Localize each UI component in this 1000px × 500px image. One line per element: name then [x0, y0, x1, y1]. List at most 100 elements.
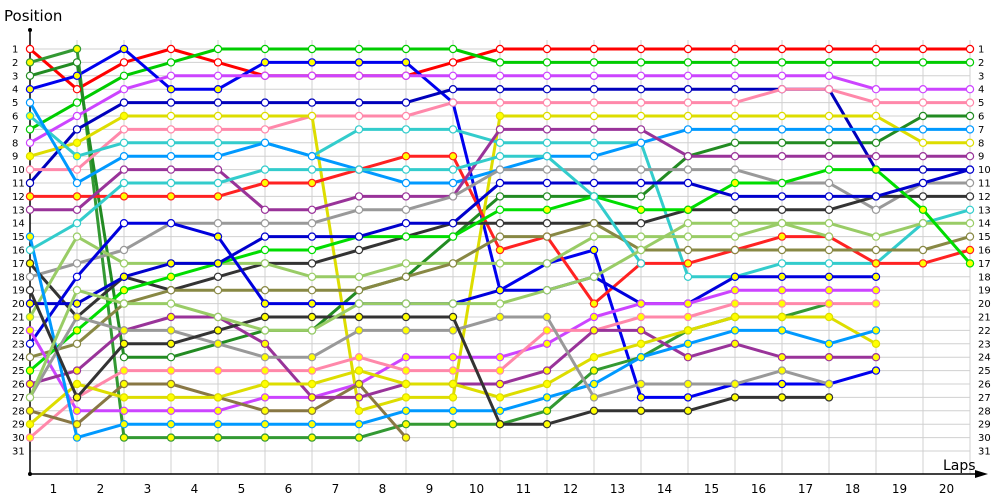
- data-point-marker[interactable]: [589, 232, 599, 241]
- data-point-marker[interactable]: [542, 111, 552, 121]
- data-point-marker[interactable]: [495, 420, 505, 429]
- data-point-marker[interactable]: [25, 379, 35, 389]
- data-point-marker[interactable]: [260, 44, 270, 54]
- data-point-marker[interactable]: [401, 178, 411, 188]
- data-point-marker[interactable]: [777, 245, 787, 255]
- data-point-marker[interactable]: [542, 406, 552, 415]
- data-point-marker[interactable]: [730, 84, 740, 94]
- data-point-marker[interactable]: [72, 205, 82, 214]
- data-point-marker[interactable]: [119, 138, 129, 147]
- data-point-marker[interactable]: [119, 44, 129, 54]
- data-point-marker[interactable]: [777, 178, 787, 188]
- data-point-marker[interactable]: [213, 71, 223, 81]
- data-point-marker[interactable]: [683, 393, 693, 402]
- data-point-marker[interactable]: [777, 259, 787, 268]
- data-point-marker[interactable]: [495, 98, 505, 107]
- data-point-marker[interactable]: [871, 205, 881, 214]
- data-point-marker[interactable]: [260, 205, 270, 214]
- data-point-marker[interactable]: [777, 205, 787, 214]
- data-point-marker[interactable]: [777, 44, 787, 54]
- data-point-marker[interactable]: [683, 58, 693, 67]
- data-point-marker[interactable]: [119, 366, 129, 375]
- data-point-marker[interactable]: [25, 71, 35, 81]
- series-line-light-green-2[interactable]: [28, 221, 830, 399]
- data-point-marker[interactable]: [72, 192, 82, 201]
- data-point-marker[interactable]: [354, 192, 364, 201]
- data-point-marker[interactable]: [495, 178, 505, 188]
- data-point-marker[interactable]: [448, 406, 458, 415]
- data-point-marker[interactable]: [824, 353, 834, 362]
- data-point-marker[interactable]: [307, 218, 317, 228]
- data-point-marker[interactable]: [260, 165, 270, 174]
- data-point-marker[interactable]: [213, 138, 223, 147]
- data-point-marker[interactable]: [25, 393, 35, 402]
- data-point-marker[interactable]: [166, 312, 176, 322]
- data-point-marker[interactable]: [824, 138, 834, 147]
- data-point-marker[interactable]: [72, 339, 82, 348]
- data-point-marker[interactable]: [824, 312, 834, 322]
- data-point-marker[interactable]: [307, 433, 317, 442]
- data-point-marker[interactable]: [824, 125, 834, 134]
- data-point-marker[interactable]: [354, 326, 364, 335]
- data-point-marker[interactable]: [965, 205, 975, 214]
- data-point-marker[interactable]: [824, 84, 834, 94]
- data-point-marker[interactable]: [683, 406, 693, 415]
- data-point-marker[interactable]: [683, 299, 693, 308]
- data-point-marker[interactable]: [213, 286, 223, 295]
- data-point-marker[interactable]: [636, 178, 646, 188]
- data-point-marker[interactable]: [166, 433, 176, 442]
- data-point-marker[interactable]: [918, 58, 928, 67]
- data-point-marker[interactable]: [636, 406, 646, 415]
- data-point-marker[interactable]: [354, 353, 364, 362]
- data-point-marker[interactable]: [166, 151, 176, 161]
- data-point-marker[interactable]: [25, 299, 35, 308]
- data-point-marker[interactable]: [448, 125, 458, 134]
- data-point-marker[interactable]: [871, 339, 881, 348]
- data-point-marker[interactable]: [119, 406, 129, 415]
- data-point-marker[interactable]: [871, 138, 881, 147]
- data-point-marker[interactable]: [683, 379, 693, 389]
- data-point-marker[interactable]: [871, 245, 881, 255]
- data-point-marker[interactable]: [777, 125, 787, 134]
- data-point-marker[interactable]: [213, 272, 223, 281]
- data-point-marker[interactable]: [72, 299, 82, 308]
- data-point-marker[interactable]: [119, 125, 129, 134]
- data-point-marker[interactable]: [965, 84, 975, 94]
- data-point-marker[interactable]: [871, 98, 881, 107]
- data-point-marker[interactable]: [918, 192, 928, 201]
- data-point-marker[interactable]: [119, 326, 129, 335]
- data-point-marker[interactable]: [307, 393, 317, 402]
- data-point-marker[interactable]: [683, 205, 693, 214]
- data-point-marker[interactable]: [730, 379, 740, 389]
- data-point-marker[interactable]: [72, 420, 82, 429]
- data-point-marker[interactable]: [542, 58, 552, 67]
- data-point-marker[interactable]: [401, 326, 411, 335]
- data-point-marker[interactable]: [307, 71, 317, 81]
- data-point-marker[interactable]: [25, 151, 35, 161]
- data-point-marker[interactable]: [213, 111, 223, 121]
- data-point-marker[interactable]: [965, 98, 975, 107]
- data-point-marker[interactable]: [213, 98, 223, 107]
- data-point-marker[interactable]: [871, 272, 881, 281]
- data-point-marker[interactable]: [166, 353, 176, 362]
- data-point-marker[interactable]: [918, 138, 928, 147]
- data-point-marker[interactable]: [354, 98, 364, 107]
- data-point-marker[interactable]: [72, 406, 82, 415]
- data-point-marker[interactable]: [589, 98, 599, 107]
- data-point-marker[interactable]: [683, 353, 693, 362]
- data-point-marker[interactable]: [683, 71, 693, 81]
- data-point-marker[interactable]: [72, 259, 82, 268]
- data-point-marker[interactable]: [495, 232, 505, 241]
- data-point-marker[interactable]: [213, 232, 223, 241]
- data-point-marker[interactable]: [636, 245, 646, 255]
- data-point-marker[interactable]: [542, 98, 552, 107]
- data-point-marker[interactable]: [636, 232, 646, 241]
- data-point-marker[interactable]: [730, 125, 740, 134]
- data-point-marker[interactable]: [918, 245, 928, 255]
- data-point-marker[interactable]: [589, 84, 599, 94]
- data-point-marker[interactable]: [119, 71, 129, 81]
- data-point-marker[interactable]: [119, 192, 129, 201]
- data-point-marker[interactable]: [824, 178, 834, 188]
- data-point-marker[interactable]: [354, 272, 364, 281]
- data-point-marker[interactable]: [260, 379, 270, 389]
